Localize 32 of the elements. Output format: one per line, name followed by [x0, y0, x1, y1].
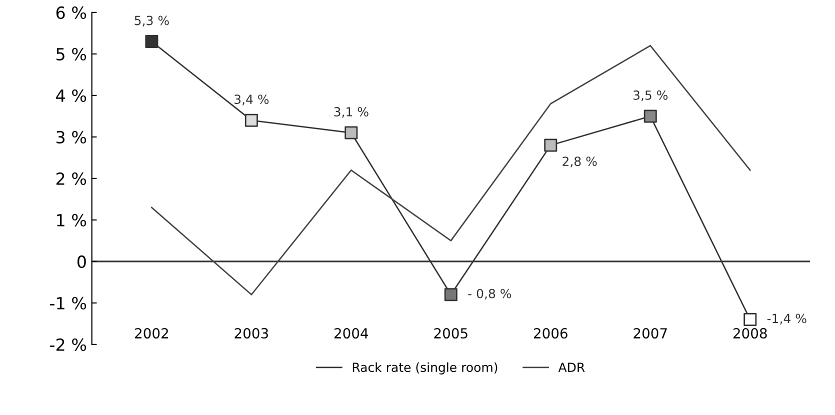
x-tick-label: 2005 [434, 328, 468, 339]
legend-label: ADR [558, 362, 585, 372]
data-label: 3,5 % [633, 90, 668, 102]
y-tick-label: 2 % [56, 172, 86, 186]
data-label: - 0,8 % [468, 288, 512, 300]
point [444, 288, 458, 302]
data-label: 2,8 % [562, 156, 597, 168]
x-tick-label: 2006 [534, 328, 568, 339]
data-label: -1,4 % [767, 314, 806, 324]
y-tick-label: 0 [77, 255, 86, 268]
x-tick-label: 2002 [135, 328, 168, 339]
point [544, 138, 558, 152]
legend-label: Rack rate (single room) [352, 362, 498, 374]
point [644, 110, 657, 123]
point [244, 114, 258, 127]
point [744, 313, 757, 326]
y-tick-label: 6 % [56, 6, 86, 20]
x-tick-label: 2008 [733, 328, 767, 339]
x-tick-label: 2003 [234, 328, 268, 339]
x-tick-label: 2007 [634, 328, 667, 339]
x-tick-label: 2004 [334, 328, 368, 339]
y-tick-label: 1 % [57, 214, 86, 227]
point [344, 126, 358, 140]
y-tick-label: 5 % [56, 48, 86, 61]
y-tick-label: 4 % [56, 89, 86, 102]
y-tick-label: -1 % [50, 296, 86, 310]
y-tick-label: 3 % [56, 130, 86, 144]
data-label: 3,4 % [234, 94, 269, 106]
point [145, 34, 158, 48]
y-tick-label: -2 % [50, 338, 86, 352]
data-label: 3,1 % [334, 107, 368, 118]
data-label: 5,3 % [134, 16, 169, 26]
